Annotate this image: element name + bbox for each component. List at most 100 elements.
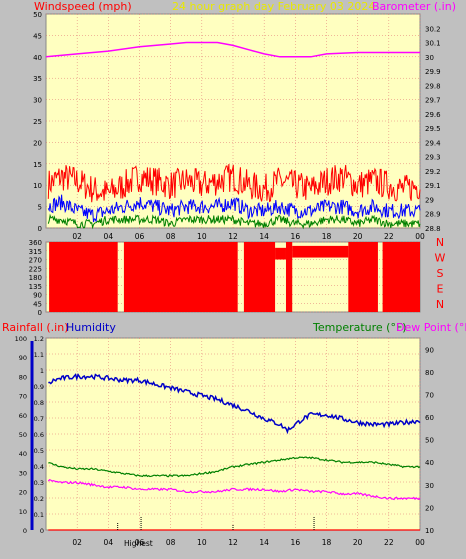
temp-x-tick: 22 xyxy=(384,538,394,547)
compass-label: W xyxy=(435,252,446,265)
barometer-y-tick: 30.1 xyxy=(425,40,441,48)
wind-x-tick: 00 xyxy=(415,232,425,241)
barometer-y-tick: 29.1 xyxy=(425,182,441,190)
direction-y-tick: 315 xyxy=(29,248,42,256)
temperature-y-tick: 70 xyxy=(425,391,434,399)
dewpoint-axis-label: Dew Point (°F) xyxy=(396,321,466,334)
wind-x-tick: 20 xyxy=(353,232,363,241)
rain-y-tick: 0.2 xyxy=(34,495,44,503)
barometer-line xyxy=(45,41,420,58)
humidity-y-tick: 20 xyxy=(19,489,27,497)
barometer-y-tick: 29.5 xyxy=(425,125,441,133)
wind-x-tick: 04 xyxy=(104,232,114,241)
barometer-y-tick: 29.4 xyxy=(425,139,441,147)
wind-y-tick: 45 xyxy=(33,32,42,40)
direction-segment xyxy=(275,247,286,260)
temp-x-tick: 02 xyxy=(72,538,82,547)
wind-y-ticks: 0 5 10 15 20 25 30 35 40 45 50 xyxy=(33,11,42,233)
rain-y-ticks: 0 0.1 0.2 0.3 0.4 0.5 0.6 0.7 0.8 0.9 1 1.1 1.2 xyxy=(34,335,44,535)
barometer-y-tick: 28.9 xyxy=(425,211,441,219)
wind-x-ticks: 02 04 06 08 10 12 14 16 18 20 22 00 xyxy=(72,232,425,241)
wind-y-tick: 20 xyxy=(33,139,42,147)
humidity-y-tick: 90 xyxy=(19,354,27,362)
temp-x-tick: 18 xyxy=(322,538,332,547)
rain-y-tick: 0.9 xyxy=(34,383,44,391)
wind-x-tick: 16 xyxy=(291,232,301,241)
windspeed-axis-label: Windspeed (mph) xyxy=(34,0,132,13)
direction-y-tick: 225 xyxy=(29,265,42,273)
wind-gust-line xyxy=(47,163,421,203)
temperature-axis-label: Temperature (°F) xyxy=(312,321,407,334)
temp-humidity-panel: 0 0.1 0.2 0.3 0.4 0.5 0.6 0.7 0.8 0.9 1 1.1 1.2 0 10 2… xyxy=(2,321,466,548)
direction-segment xyxy=(348,242,378,312)
humidity-y-ticks: 0 10 20 30 40 50 60 70 80 90 100 xyxy=(15,335,27,535)
temp-x-tick: 00 xyxy=(415,538,425,547)
temp-x-ticks: 02 04 06 08 10 12 14 16 18 20 22 00 xyxy=(72,538,425,547)
humidity-y-tick: 10 xyxy=(19,508,27,516)
humidity-y-tick: 40 xyxy=(19,450,27,458)
direction-y-tick: 135 xyxy=(29,283,42,291)
direction-segment xyxy=(123,242,238,312)
humidity-y-tick: 30 xyxy=(19,469,27,477)
barometer-y-tick: 29 xyxy=(425,196,434,204)
barometer-y-ticks: 28.8 28.9 29 29.1 29.2 29.3 29.4 29.5 29.6 29.7 29… xyxy=(425,25,441,233)
barometer-y-tick: 29.6 xyxy=(425,111,441,119)
temperature-y-tick: 50 xyxy=(425,437,434,445)
humidity-y-tick: 50 xyxy=(19,431,27,439)
humidity-y-tick: 60 xyxy=(19,412,27,420)
temperature-y-tick: 30 xyxy=(425,482,434,490)
barometer-y-tick: 29.9 xyxy=(425,68,441,76)
rain-y-tick: 0.7 xyxy=(34,415,44,423)
rain-y-tick: 0.5 xyxy=(34,447,44,455)
direction-y-tick: 180 xyxy=(29,274,42,282)
wind-average-line xyxy=(47,194,421,223)
temp-x-tick: 08 xyxy=(166,538,176,547)
temperature-line xyxy=(48,456,421,478)
temperature-y-ticks: 10 20 30 40 50 60 70 80 90 xyxy=(425,346,434,535)
humidity-axis-label: Humidity xyxy=(66,321,116,334)
temp-x-tick: 04 xyxy=(104,538,114,547)
rainfall-axis-label: Rainfall (.in) xyxy=(2,321,69,334)
temp-x-tick: 14 xyxy=(259,538,269,547)
direction-segment xyxy=(243,242,276,312)
direction-y-tick: 90 xyxy=(33,292,42,300)
direction-segment xyxy=(292,245,349,258)
chart-title: 24 hour graph day February 03 2024 xyxy=(172,0,375,13)
wind-x-tick: 08 xyxy=(166,232,176,241)
humidity-y-tick: 70 xyxy=(19,393,27,401)
wind-x-tick: 22 xyxy=(384,232,394,241)
wind-y-tick: 5 xyxy=(38,204,42,212)
dewpoint-line xyxy=(47,479,421,501)
wind-y-tick: 0 xyxy=(38,225,42,233)
compass-label: N xyxy=(436,236,444,249)
wind-x-tick: 02 xyxy=(72,232,82,241)
temperature-y-tick: 80 xyxy=(425,369,434,377)
compass-label: E xyxy=(437,283,444,296)
barometer-y-tick: 30 xyxy=(425,54,434,62)
humidity-y-tick: 100 xyxy=(15,335,27,343)
temp-grid xyxy=(46,337,421,531)
wind-y-tick: 50 xyxy=(33,11,42,19)
annotation-label: Highest xyxy=(124,539,153,548)
compass-label: S xyxy=(437,267,444,280)
wind-y-tick: 10 xyxy=(33,182,42,190)
temperature-y-tick: 60 xyxy=(425,414,434,422)
wind-y-tick: 25 xyxy=(33,118,42,126)
humidity-y-tick: 80 xyxy=(19,373,27,381)
wind-x-tick: 06 xyxy=(135,232,145,241)
barometer-y-tick: 29.7 xyxy=(425,97,441,105)
wind-x-tick: 14 xyxy=(259,232,269,241)
temperature-y-tick: 40 xyxy=(425,459,434,467)
barometer-y-tick: 29.8 xyxy=(425,82,441,90)
rain-y-tick: 1 xyxy=(40,367,44,375)
compass-label: N xyxy=(436,298,444,311)
wind-x-tick: 12 xyxy=(228,232,238,241)
rain-y-tick: 1.2 xyxy=(34,335,44,343)
temp-series-group xyxy=(47,373,421,531)
humidity-line xyxy=(48,373,421,435)
temperature-y-tick: 10 xyxy=(425,527,434,535)
temp-x-tick: 20 xyxy=(353,538,363,547)
temperature-y-tick: 20 xyxy=(425,504,434,512)
